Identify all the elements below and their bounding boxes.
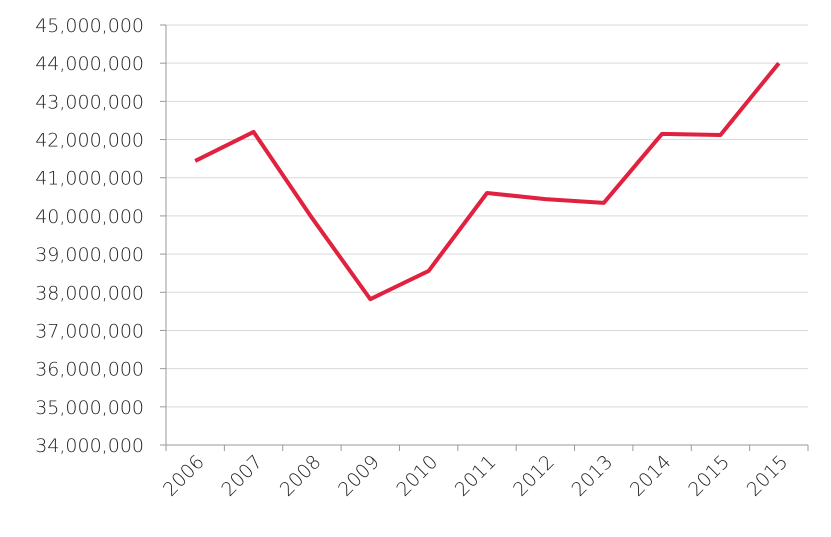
x-tick-label: 2013 (568, 451, 618, 501)
data-line (194, 61, 781, 302)
x-tick-label: 2009 (334, 451, 384, 501)
x-tick-label: 2010 (392, 451, 442, 501)
y-tick-label: 38,000,000 (35, 282, 144, 304)
y-tick-label: 43,000,000 (35, 91, 144, 113)
y-tick-label: 37,000,000 (35, 320, 144, 342)
y-tick-label: 36,000,000 (35, 359, 144, 381)
x-tick-label: 2015 (743, 451, 793, 501)
y-tick-label: 34,000,000 (35, 435, 144, 457)
y-tick-label: 39,000,000 (35, 244, 144, 266)
x-tick-label: 2015 (684, 451, 734, 501)
x-tick-label: 2006 (159, 451, 209, 501)
x-tick-label: 2011 (451, 451, 501, 501)
y-tick-label: 35,000,000 (35, 397, 144, 419)
y-tick-label: 45,000,000 (35, 15, 144, 37)
x-tick-label: 2014 (626, 451, 676, 501)
y-tick-label: 40,000,000 (35, 206, 144, 228)
y-tick-label: 44,000,000 (35, 53, 144, 75)
x-tick-label: 2007 (217, 451, 267, 501)
x-tick-label: 2012 (509, 451, 559, 501)
y-tick-label: 42,000,000 (35, 130, 144, 152)
y-tick-label: 41,000,000 (35, 168, 144, 190)
x-tick-label: 2008 (276, 451, 326, 501)
